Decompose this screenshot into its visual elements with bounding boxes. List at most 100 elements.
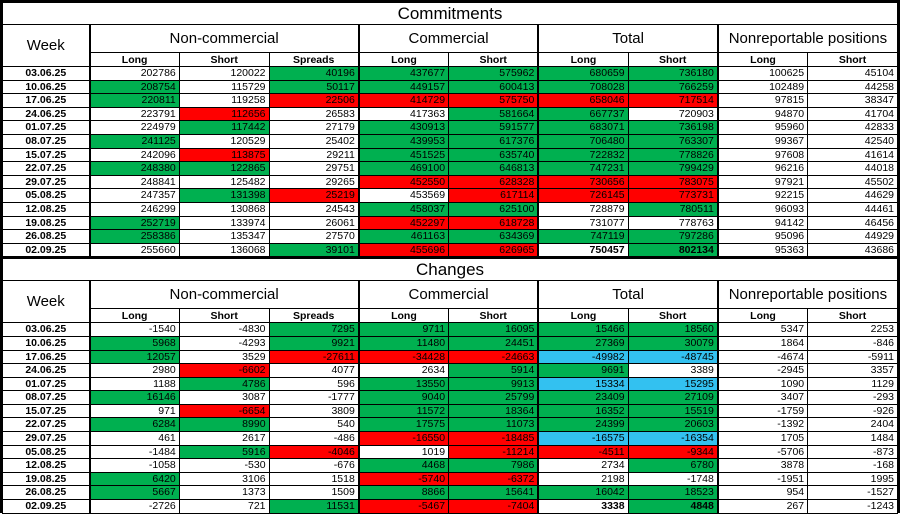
table-row: 01.07.25 224979 117442 27179 430913 591577 683… [2,120,898,135]
value-cell: 248841 [88,174,180,190]
table-row: 02.09.25 255660 136068 39101 455696 626965 750… [2,242,898,258]
value-cell: 44461 [807,201,898,217]
value-cell: -48745 [627,349,719,365]
col-nc-long: Long [88,52,180,67]
value-cell: 617376 [448,133,539,149]
table-row: 05.08.25 247357 131398 25219 453569 617114 726… [2,188,898,203]
value-cell: 38347 [807,93,898,108]
group-commercial: Commercial [357,280,539,310]
value-cell: 773731 [627,188,719,203]
value-cell: 439953 [357,133,450,149]
value-cell: 5667 [88,485,180,501]
value-cell: 635740 [448,147,539,163]
value-cell: 2734 [537,458,629,473]
value-cell: 99367 [716,133,809,149]
col-c-long: Long [357,308,450,324]
value-cell: 29751 [268,161,360,176]
value-cell: 437677 [357,66,450,81]
value-cell: 247357 [88,188,180,203]
changes-section: Changes Week Non-commercial Commercial T… [2,257,898,514]
value-cell: 9040 [357,390,450,405]
value-cell: 131398 [178,188,270,203]
table-row: 19.08.25 6420 3106 1518 -5740 -6372 2198 -1748-… [2,471,898,487]
value-cell: 708028 [537,79,629,95]
value-cell: 600413 [448,79,539,95]
value-cell: 2404 [807,417,898,433]
group-noncommercial: Non-commercial [88,280,360,310]
value-cell: 42833 [807,120,898,135]
value-cell: 449157 [357,79,450,95]
week-cell: 29.07.25 [2,431,90,446]
value-cell: 646813 [448,161,539,176]
group-noncommercial: Non-commercial [88,24,360,53]
value-cell: -5467 [357,499,450,514]
value-cell: -1243 [807,499,898,514]
value-cell: 453569 [357,188,450,203]
value-cell: 252719 [88,215,180,231]
value-cell: -5740 [357,471,450,487]
week-cell: 03.06.25 [2,66,90,81]
value-cell: 16352 [537,403,629,419]
value-cell: 6780 [627,458,719,473]
value-cell: 24451 [448,335,539,351]
value-cell: 39101 [268,242,360,258]
col-t-short: Short [627,308,719,324]
value-cell: -16354 [627,431,719,446]
value-cell: 94870 [716,106,809,122]
value-cell: -1527 [807,485,898,501]
value-cell: 618728 [448,215,539,231]
value-cell: 8990 [178,417,270,433]
value-cell: 1518 [268,471,360,487]
value-cell: 763307 [627,133,719,149]
changes-title: Changes [2,257,898,282]
value-cell: 2980 [88,363,180,378]
value-cell: 461163 [357,229,450,244]
value-cell: 248380 [88,161,180,176]
col-nr-long: Long [716,52,809,67]
value-cell: 596 [268,376,360,392]
week-cell: 22.07.25 [2,417,90,433]
value-cell: 747119 [537,229,629,244]
value-cell: 540 [268,417,360,433]
value-cell: 736198 [627,120,719,135]
value-cell: -6654 [178,403,270,419]
value-cell: -2945 [716,363,809,378]
week-cell: 26.08.25 [2,485,90,501]
value-cell: 7295 [268,322,360,337]
value-cell: 11073 [448,417,539,433]
col-c-short: Short [448,52,539,67]
value-cell: -1748 [627,471,719,487]
table-row: 03.06.25 -1540 -4830 7295 9711 16095 15466 1856… [2,322,898,337]
value-cell: 43686 [807,242,898,258]
table-row: 22.07.25 6284 8990 540 17575 11073 24399 20603-… [2,417,898,433]
value-cell: 255660 [88,242,180,258]
value-cell: -4674 [716,349,809,365]
value-cell: 26583 [268,106,360,122]
value-cell: -1759 [716,403,809,419]
value-cell: 97815 [716,93,809,108]
value-cell: 25799 [448,390,539,405]
value-cell: 29211 [268,147,360,163]
value-cell: 241125 [88,133,180,149]
value-cell: 119258 [178,93,270,108]
value-cell: 5916 [178,444,270,460]
value-cell: 1090 [716,376,809,392]
value-cell: 258386 [88,229,180,244]
week-cell: 12.08.25 [2,201,90,217]
week-cell: 05.08.25 [2,188,90,203]
value-cell: 133974 [178,215,270,231]
value-cell: 458037 [357,201,450,217]
value-cell: 50117 [268,79,360,95]
value-cell: -4046 [268,444,360,460]
value-cell: -7404 [448,499,539,514]
value-cell: 736180 [627,66,719,81]
week-cell: 08.07.25 [2,390,90,405]
value-cell: 27570 [268,229,360,244]
value-cell: 1509 [268,485,360,501]
value-cell: 22506 [268,93,360,108]
week-cell: 26.08.25 [2,229,90,244]
value-cell: 92215 [716,188,809,203]
col-nr-long: Long [716,308,809,324]
value-cell: -4830 [178,322,270,337]
value-cell: -293 [807,390,898,405]
